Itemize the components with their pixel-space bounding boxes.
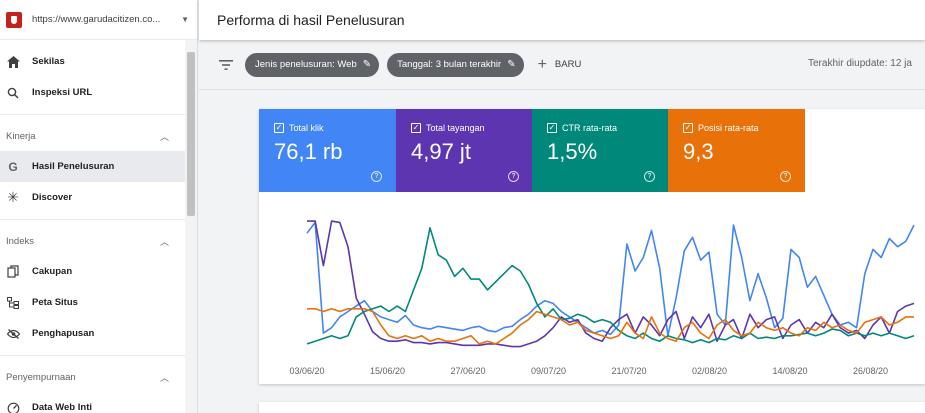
- x-tick-label: 02/08/20: [692, 366, 727, 376]
- search-type-filter-chip[interactable]: Jenis penelusuran: Web ✎: [245, 52, 380, 77]
- section-title: Indeks: [6, 235, 34, 247]
- metric-tile-total-impressions[interactable]: ✓ Total tayangan 4,97 jt ?: [396, 109, 533, 192]
- section-title: Kinerja: [6, 130, 36, 142]
- page-header: Performa di hasil Penelusuran: [199, 0, 925, 40]
- speedometer-icon: [6, 401, 20, 413]
- queries-table-card: [259, 402, 925, 413]
- new-filter-label: BARU: [554, 59, 582, 70]
- divider: [0, 355, 197, 356]
- last-updated-text: Terakhir diupdate: 12 ja: [808, 58, 912, 69]
- home-icon: [6, 55, 20, 69]
- checkbox-checked-icon[interactable]: ✓: [411, 123, 421, 133]
- checkbox-checked-icon[interactable]: ✓: [683, 123, 693, 133]
- x-tick-label: 14/08/20: [772, 366, 807, 376]
- performance-card: ✓ Total klik 76,1 rb ? ✓ Total tayangan 4,…: [259, 109, 925, 384]
- chevron-up-icon: ︿: [159, 131, 169, 142]
- sidebar-item-label: Sekilas: [32, 56, 65, 67]
- chevron-up-icon: ︿: [159, 372, 169, 383]
- sitemap-icon: [6, 296, 20, 310]
- x-tick-label: 03/06/20: [289, 366, 324, 376]
- metric-tile-average-ctr[interactable]: ✓ CTR rata-rata 1,5% ?: [532, 109, 669, 192]
- x-tick-label: 09/07/20: [531, 366, 566, 376]
- metric-tile-total-clicks[interactable]: ✓ Total klik 76,1 rb ?: [259, 109, 396, 192]
- divider: [0, 219, 197, 220]
- sidebar-item-url-inspection[interactable]: Inspeksi URL: [0, 77, 197, 108]
- help-icon[interactable]: ?: [644, 171, 655, 182]
- performance-line-chart[interactable]: 03/06/20 15/06/20 27/06/20 09/07/20 21/07/20…: [259, 192, 925, 384]
- sidebar-item-label: Data Web Inti: [32, 402, 92, 413]
- property-url: https://www.garudacitizen.co...: [32, 14, 161, 25]
- sidebar-item-label: Inspeksi URL: [32, 87, 93, 98]
- date-filter-chip[interactable]: Tanggal: 3 bulan terakhir ✎: [387, 52, 524, 77]
- chip-label: Jenis penelusuran: Web: [255, 59, 357, 70]
- asterisk-icon: ✳: [7, 189, 19, 205]
- filter-bar: Jenis penelusuran: Web ✎ Tanggal: 3 bula…: [199, 40, 925, 90]
- sidebar-item-removals[interactable]: Penghapusan: [0, 318, 197, 349]
- sidebar-item-search-results[interactable]: G Hasil Penelusuran: [0, 151, 197, 182]
- chip-label: Tanggal: 3 bulan terakhir: [397, 59, 502, 70]
- metric-label: Posisi rata-rata: [698, 123, 759, 133]
- metric-tile-average-position[interactable]: ✓ Posisi rata-rata 9,3 ?: [668, 109, 805, 192]
- x-tick-label: 26/08/20: [853, 366, 888, 376]
- series-line-2[interactable]: [307, 220, 915, 348]
- checkbox-checked-icon[interactable]: ✓: [547, 123, 557, 133]
- eye-off-icon: [6, 327, 20, 341]
- sidebar: https://www.garudacitizen.co... ▼ Sekila…: [0, 0, 198, 413]
- site-favicon-icon: [6, 11, 22, 28]
- checkbox-checked-icon[interactable]: ✓: [274, 123, 284, 133]
- x-tick-label: 21/07/20: [611, 366, 646, 376]
- section-title: Penyempurnaan: [6, 371, 76, 383]
- metric-value: 1,5%: [547, 139, 598, 164]
- sidebar-item-coverage[interactable]: Cakupan: [0, 256, 197, 287]
- section-index[interactable]: Indeks ︿: [0, 226, 197, 256]
- metric-value: 4,97 jt: [411, 139, 471, 164]
- series-line-4[interactable]: [307, 308, 914, 345]
- google-g-icon: G: [8, 159, 18, 174]
- pencil-icon: ✎: [362, 59, 372, 70]
- sidebar-item-label: Peta Situs: [32, 297, 78, 308]
- section-enhancements[interactable]: Penyempurnaan ︿: [0, 362, 197, 392]
- page-title: Performa di hasil Penelusuran: [217, 12, 405, 28]
- sidebar-item-label: Hasil Penelusuran: [32, 161, 115, 172]
- help-icon[interactable]: ?: [371, 171, 382, 182]
- sidebar-item-sitemaps[interactable]: Peta Situs: [0, 287, 197, 318]
- sidebar-item-discover[interactable]: ✳ Discover: [0, 182, 197, 213]
- help-icon[interactable]: ?: [780, 171, 791, 182]
- series-line-3[interactable]: [306, 226, 915, 345]
- metric-value: 9,3: [683, 139, 714, 164]
- new-filter-button[interactable]: + BARU: [538, 56, 582, 74]
- metric-value: 76,1 rb: [274, 139, 343, 164]
- filter-icon[interactable]: [219, 59, 235, 70]
- pages-icon: [6, 265, 20, 279]
- x-tick-label: 27/06/20: [450, 366, 485, 376]
- series-line-1[interactable]: [306, 221, 915, 337]
- sidebar-item-label: Penghapusan: [32, 328, 95, 339]
- pencil-icon: ✎: [507, 59, 516, 70]
- metric-label: CTR rata-rata: [562, 123, 618, 133]
- property-selector[interactable]: https://www.garudacitizen.co... ▼: [0, 0, 197, 40]
- metric-label: Total klik: [289, 123, 324, 133]
- sidebar-scrollbar-thumb[interactable]: [187, 52, 195, 216]
- divider: [0, 114, 197, 115]
- sidebar-item-overview[interactable]: Sekilas: [0, 46, 197, 77]
- sidebar-item-label: Discover: [32, 192, 73, 203]
- x-tick-label: 15/06/20: [370, 366, 405, 376]
- plus-icon: +: [537, 55, 547, 73]
- sidebar-item-core-web-vitals[interactable]: Data Web Inti: [0, 392, 197, 413]
- help-icon[interactable]: ?: [508, 171, 519, 182]
- sidebar-item-label: Cakupan: [32, 266, 73, 277]
- search-icon: [6, 86, 20, 100]
- chevron-up-icon: ︿: [159, 236, 169, 247]
- metric-label: Total tayangan: [426, 123, 485, 133]
- section-performance[interactable]: Kinerja ︿: [0, 121, 197, 151]
- chevron-down-icon: ▼: [181, 15, 189, 24]
